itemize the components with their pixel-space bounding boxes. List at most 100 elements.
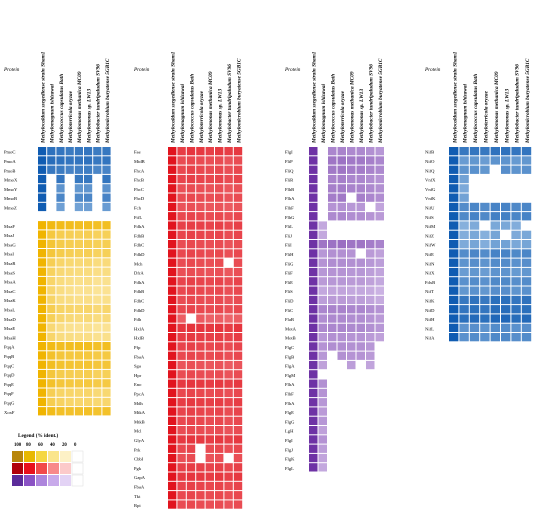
heatmap-row: PqqF bbox=[4, 388, 111, 397]
heatmap-cell bbox=[490, 314, 500, 323]
heatmap-cell bbox=[47, 202, 56, 212]
heatmap-cell bbox=[205, 407, 214, 416]
heatmap-cell bbox=[56, 249, 65, 258]
heatmap-cell bbox=[168, 481, 177, 491]
heatmap-cell bbox=[215, 370, 224, 379]
heatmap-cell bbox=[65, 351, 74, 360]
heatmap-cell bbox=[224, 156, 233, 165]
heatmap-cell bbox=[196, 323, 205, 332]
legend-swatch bbox=[24, 451, 35, 462]
heatmap-cell bbox=[215, 295, 224, 305]
heatmap-cell bbox=[224, 453, 233, 463]
panel-methane-oxidation: Protein Methylocaldum szegediense strain … bbox=[3, 51, 111, 416]
protein-label: FhcC bbox=[134, 187, 144, 192]
heatmap-cell bbox=[309, 379, 318, 388]
heatmap-cell bbox=[186, 212, 196, 221]
heatmap-cell bbox=[196, 435, 205, 444]
heatmap-cell bbox=[56, 221, 65, 230]
heatmap-cell bbox=[309, 351, 318, 360]
heatmap-cell bbox=[490, 305, 500, 314]
heatmap-row: FliH bbox=[285, 249, 384, 258]
protein-label: NifK bbox=[425, 298, 435, 303]
heatmap-cell bbox=[215, 314, 224, 323]
heatmap-cell bbox=[328, 453, 337, 463]
heatmap-cell bbox=[205, 240, 214, 249]
protein-label: GlyA bbox=[134, 438, 145, 443]
heatmap-cell bbox=[224, 435, 233, 444]
heatmap-cell bbox=[74, 249, 83, 258]
heatmap-cell bbox=[521, 174, 532, 184]
protein-label: Sga bbox=[134, 364, 141, 369]
protein-label: FdhC bbox=[134, 243, 144, 248]
heatmap-cell bbox=[186, 295, 196, 305]
heatmap-cell bbox=[74, 193, 83, 202]
heatmap-cell bbox=[490, 277, 500, 286]
protein-label: FdhB bbox=[134, 289, 144, 294]
heatmap-cell bbox=[168, 156, 177, 165]
heatmap-cell bbox=[347, 184, 356, 193]
protein-label: FlgC bbox=[285, 345, 294, 350]
heatmap-cell bbox=[366, 407, 375, 416]
heatmap-cell bbox=[347, 147, 356, 156]
heatmap-cell bbox=[347, 277, 356, 286]
heatmap-cell bbox=[511, 221, 521, 230]
heatmap-cell bbox=[318, 174, 327, 184]
heatmap-cell bbox=[177, 388, 186, 398]
heatmap-cell bbox=[38, 342, 47, 351]
heatmap-cell bbox=[215, 472, 224, 481]
heatmap-cell bbox=[186, 351, 196, 360]
heatmap-cell bbox=[480, 305, 490, 314]
heatmap-cell bbox=[459, 333, 469, 342]
heatmap-cell bbox=[480, 202, 490, 212]
heatmap-row: FdhC bbox=[134, 295, 243, 305]
heatmap-cell bbox=[233, 277, 243, 286]
heatmap-cell bbox=[56, 193, 65, 202]
heatmap-row: FlhA bbox=[285, 379, 384, 388]
heatmap-cell bbox=[215, 156, 224, 165]
heatmap-cell bbox=[84, 369, 93, 379]
heatmap-cell bbox=[74, 147, 83, 156]
strain-label: Methyloterricola oryzae bbox=[199, 90, 205, 144]
heatmap-cell bbox=[102, 221, 111, 230]
heatmap-cell bbox=[233, 407, 243, 416]
heatmap-cell bbox=[205, 165, 214, 174]
heatmap-cell bbox=[233, 147, 243, 156]
heatmap-cell bbox=[56, 230, 65, 239]
heatmap-cell bbox=[177, 500, 186, 509]
legend: Legend (% ident.) 100 80 60 40 20 0 bbox=[12, 432, 84, 487]
heatmap-cell bbox=[65, 304, 74, 314]
heatmap-cell bbox=[102, 147, 111, 156]
heatmap-cell bbox=[38, 323, 47, 332]
heatmap-cell bbox=[318, 351, 327, 360]
heatmap-cell bbox=[449, 323, 459, 332]
heatmap-cell bbox=[501, 202, 511, 212]
heatmap-cell bbox=[375, 388, 384, 398]
heatmap-cell bbox=[84, 202, 93, 212]
heatmap-row: NifW bbox=[425, 240, 532, 249]
heatmap-row: FliC bbox=[285, 305, 384, 314]
protein-column-header: Protein bbox=[424, 67, 441, 73]
heatmap-cell bbox=[205, 193, 214, 202]
heatmap-cell bbox=[521, 249, 532, 258]
heatmap-cell bbox=[168, 472, 177, 481]
heatmap-cell bbox=[337, 416, 346, 425]
heatmap-cell bbox=[366, 147, 375, 156]
strain-label: Methylomicrobium buryatense 5GB1C bbox=[236, 58, 242, 144]
protein-label: FbaA bbox=[134, 354, 145, 359]
heatmap-cell bbox=[205, 221, 214, 230]
heatmap-cell bbox=[65, 258, 74, 267]
heatmap-cell bbox=[168, 240, 177, 249]
heatmap-cell bbox=[521, 165, 532, 174]
heatmap-cell bbox=[168, 379, 177, 388]
heatmap-cell bbox=[177, 435, 186, 444]
heatmap-cell bbox=[84, 174, 93, 184]
heatmap-cell bbox=[233, 240, 243, 249]
heatmap-row: FlgE bbox=[285, 407, 384, 416]
heatmap-cell bbox=[196, 453, 205, 463]
heatmap-cell bbox=[366, 286, 375, 295]
heatmap-cell bbox=[224, 165, 233, 174]
strain-label: Methyloterricola oryzae bbox=[483, 90, 489, 144]
heatmap-row: FlgI bbox=[285, 435, 384, 444]
heatmap-cell bbox=[186, 286, 196, 295]
heatmap-cell bbox=[84, 258, 93, 267]
